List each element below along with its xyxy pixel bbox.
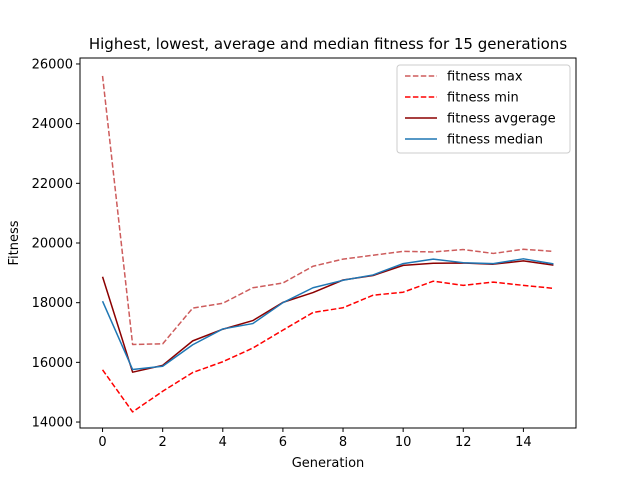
y-tick-label: 26000 [32,57,73,72]
legend-frame [396,64,571,154]
y-tick-label: 16000 [32,356,73,371]
y-tick-label: 22000 [32,177,73,192]
y-tick-label: 20000 [32,237,73,252]
legend-label: fitness avgerage [447,112,556,127]
x-tick-label: 0 [98,435,106,450]
y-axis-ticks: 14000 16000 18000 20000 22000 24000 26000 [32,57,80,431]
y-tick-label: 14000 [32,416,73,431]
legend-label: fitness min [447,91,519,106]
legend: fitness max fitness min fitness avgerage fi… [396,64,571,154]
x-tick-label: 2 [159,435,167,450]
x-tick-label: 12 [455,435,472,450]
x-tick-label: 6 [279,435,287,450]
x-tick-label: 10 [395,435,412,450]
x-axis-label: Generation [292,456,365,471]
series-line-fitness-median [101,258,554,371]
x-tick-label: 4 [219,435,227,450]
plot-series-group [101,75,554,413]
y-tick-label: 24000 [32,117,73,132]
series-line-fitness-min [101,280,554,413]
y-tick-label: 18000 [32,296,73,311]
y-axis-label: Fitness [7,220,22,265]
chart-title: Highest, lowest, average and median fitn… [89,35,567,53]
legend-label: fitness median [447,133,543,148]
plot-area-frame [79,57,577,429]
legend-label: fitness max [447,70,523,85]
x-tick-label: 14 [515,435,532,450]
series-line-fitness-max [101,75,554,346]
x-tick-label: 8 [339,435,347,450]
x-axis-ticks: 0 2 4 6 8 10 12 14 [98,428,532,450]
